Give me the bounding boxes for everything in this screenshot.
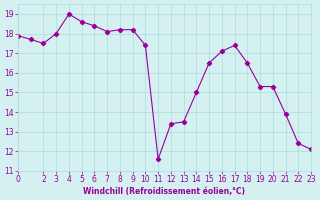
X-axis label: Windchill (Refroidissement éolien,°C): Windchill (Refroidissement éolien,°C)	[84, 187, 245, 196]
